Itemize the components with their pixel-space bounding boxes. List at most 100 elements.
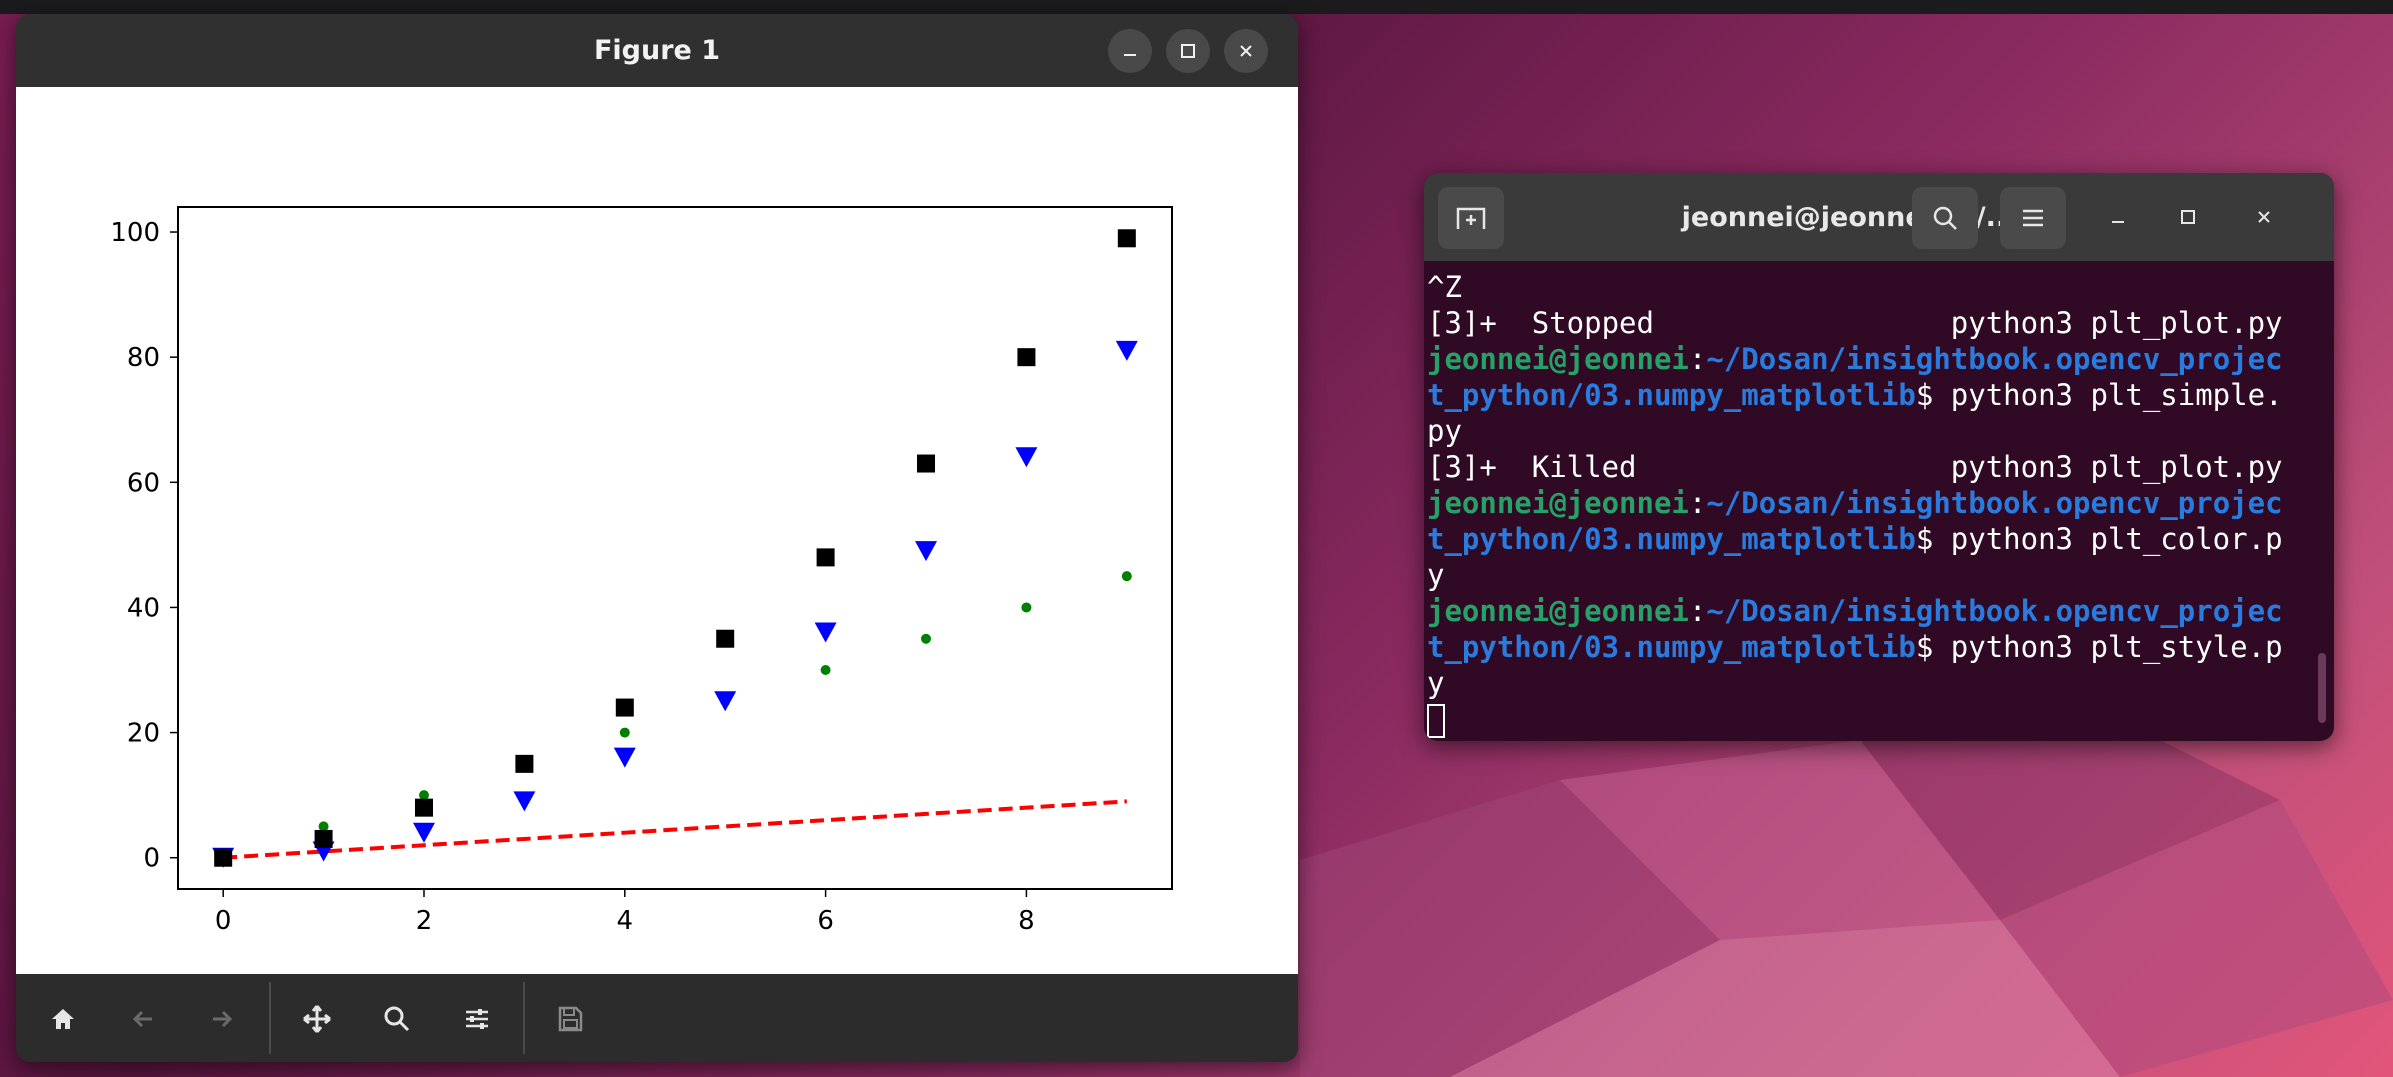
x-tick-label: 4	[617, 906, 634, 936]
terminal-minimize-button[interactable]	[2096, 195, 2140, 239]
terminal-text: [3]+ Killed python3 plt_plot.py	[1427, 450, 2283, 484]
save-button[interactable]	[547, 996, 593, 1042]
black-square-point	[917, 454, 936, 473]
save-icon	[558, 1006, 583, 1032]
terminal-line: y	[1427, 557, 2307, 593]
terminal-cursor	[1427, 704, 1445, 738]
home-icon	[52, 1009, 74, 1029]
terminal-headerbar[interactable]: jeonnei@jeonnei: ~/...	[1424, 173, 2334, 261]
terminal-maximize-button[interactable]	[2166, 195, 2210, 239]
x-tick-label: 2	[416, 906, 433, 936]
terminal-line: t_python/03.numpy_matplotlib$ python3 pl…	[1427, 521, 2307, 557]
terminal-text: :	[1688, 486, 1707, 520]
back-button[interactable]	[120, 996, 166, 1042]
figure-titlebar[interactable]: Figure 1	[16, 14, 1298, 87]
new-tab-icon	[1456, 207, 1486, 229]
terminal-line: t_python/03.numpy_matplotlib$ python3 pl…	[1427, 629, 2307, 665]
navigation-toolbar	[16, 974, 1298, 1062]
maximize-icon	[2181, 210, 2195, 224]
green-circle-point	[318, 821, 329, 832]
blue-triangle-point	[613, 747, 636, 768]
prompt-path: t_python/03.numpy_matplotlib	[1427, 630, 1916, 664]
blue-triangle-point	[915, 541, 938, 562]
y-tick-label: 0	[143, 844, 160, 874]
forward-icon	[213, 1010, 233, 1028]
zoom-button[interactable]	[374, 996, 420, 1042]
y-tick-label: 40	[127, 593, 160, 623]
prompt-user: jeonnei@jeonnei	[1427, 486, 1689, 520]
black-square-point	[716, 629, 735, 648]
terminal-text: y	[1427, 558, 1445, 592]
black-square-point	[515, 754, 534, 773]
figure-title: Figure 1	[593, 35, 721, 66]
search-icon	[1933, 206, 1957, 230]
terminal-text: :	[1688, 594, 1707, 628]
y-tick-label: 80	[127, 343, 160, 373]
black-square-point	[314, 829, 333, 848]
prompt-path: ~/Dosan/insightbook.opencv_projec	[1706, 486, 2283, 520]
black-square-point	[414, 798, 433, 817]
prompt-path: ~/Dosan/insightbook.opencv_projec	[1706, 594, 2283, 628]
blue-triangle-point	[1115, 340, 1138, 361]
configure-subplots-icon	[466, 1009, 488, 1029]
home-button[interactable]	[40, 996, 86, 1042]
hamburger-menu-icon	[2023, 209, 2043, 227]
figure-canvas[interactable]: 0 2 4 6 8 0 20 40 60 80 100	[16, 87, 1298, 974]
terminal-text: [3]+ Stopped python3 plt_plot.py	[1427, 306, 2283, 340]
green-circle-point	[921, 633, 932, 644]
y-tick-label: 100	[110, 218, 160, 248]
close-icon	[1240, 45, 1252, 57]
new-tab-button[interactable]	[1438, 187, 1504, 249]
figure-window: Figure 1 0 2 4 6 8 0 20 40 60 80 100	[16, 14, 1298, 1062]
black-square-point	[615, 698, 634, 717]
minimize-button[interactable]	[1108, 29, 1152, 73]
close-button[interactable]	[1224, 29, 1268, 73]
wallpaper-polygons	[1300, 740, 2393, 1077]
green-circle-point	[418, 790, 429, 801]
blue-triangle-point	[1015, 447, 1038, 468]
prompt-user: jeonnei@jeonnei	[1427, 594, 1689, 628]
blue-triangle-point	[714, 691, 737, 712]
prompt-path: t_python/03.numpy_matplotlib	[1427, 522, 1916, 556]
terminal-line: [3]+ Killed python3 plt_plot.py	[1427, 449, 2307, 485]
terminal-scrollbar[interactable]	[2318, 653, 2326, 723]
terminal-text: py	[1427, 414, 1462, 448]
terminal-close-button[interactable]	[2242, 195, 2286, 239]
terminal-line: y	[1427, 665, 2307, 701]
black-square-point	[214, 848, 233, 867]
toolbar-separator	[269, 982, 271, 1054]
menu-button[interactable]	[2000, 187, 2066, 249]
y-tick-label: 60	[127, 468, 160, 498]
green-circle-point	[1021, 602, 1032, 613]
terminal-output[interactable]: ^Z [3]+ Stopped python3 plt_plot.py jeonne…	[1427, 269, 2307, 739]
terminal-text: $ python3 plt_color.p	[1915, 522, 2283, 556]
forward-button[interactable]	[199, 996, 245, 1042]
terminal-window: jeonnei@jeonnei: ~/... ^Z [3]+ Stopped py…	[1424, 173, 2334, 741]
blue-triangle-point	[412, 822, 435, 843]
green-circle-point	[820, 665, 831, 676]
minimize-icon	[1124, 54, 1136, 56]
blue-triangle-point	[814, 622, 837, 643]
plot-frame	[177, 206, 1173, 890]
close-icon	[2258, 211, 2270, 223]
terminal-line: py	[1427, 413, 2307, 449]
green-circle-point	[619, 727, 630, 738]
terminal-text: :	[1688, 342, 1707, 376]
prompt-user: jeonnei@jeonnei	[1427, 342, 1689, 376]
terminal-text: ^Z	[1427, 270, 1462, 304]
search-button[interactable]	[1912, 187, 1978, 249]
terminal-line: ^Z	[1427, 269, 2307, 305]
pan-button[interactable]	[294, 996, 340, 1042]
back-icon	[132, 1010, 152, 1028]
blue-triangle-point	[513, 791, 536, 812]
maximize-button[interactable]	[1166, 29, 1210, 73]
black-square-point	[1117, 229, 1136, 248]
minimize-icon	[2112, 221, 2124, 223]
maximize-icon	[1181, 44, 1195, 58]
y-tick-label: 20	[127, 719, 160, 749]
prompt-path: ~/Dosan/insightbook.opencv_projec	[1706, 342, 2283, 376]
configure-subplots-button[interactable]	[454, 996, 500, 1042]
x-tick-label: 8	[1018, 906, 1035, 936]
system-top-bar	[0, 0, 2393, 14]
